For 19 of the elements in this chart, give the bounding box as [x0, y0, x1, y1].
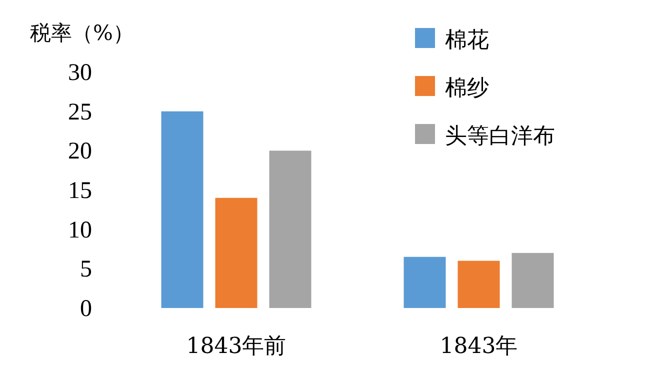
bar [161, 111, 204, 308]
y-tick-label: 5 [80, 256, 92, 283]
legend-label: 头等白洋布 [445, 124, 555, 149]
x-tick-label: 1843年 [440, 334, 518, 359]
bar [512, 252, 554, 308]
y-tick-label: 25 [68, 99, 92, 126]
y-tick-label: 15 [68, 178, 92, 204]
y-tick-label: 0 [80, 296, 92, 322]
bar [215, 198, 258, 308]
y-tick-label: 30 [68, 60, 92, 86]
bar [458, 260, 500, 308]
legend-label: 棉纱 [445, 76, 489, 101]
legend-label: 棉花 [445, 28, 489, 53]
y-tick-label: 20 [68, 138, 92, 165]
bar [404, 256, 446, 308]
y-tick-label: 10 [68, 217, 92, 244]
x-tick-label: 1843年前 [186, 334, 286, 359]
y-axis-title: 税率（%） [30, 21, 134, 45]
bar [269, 150, 312, 308]
